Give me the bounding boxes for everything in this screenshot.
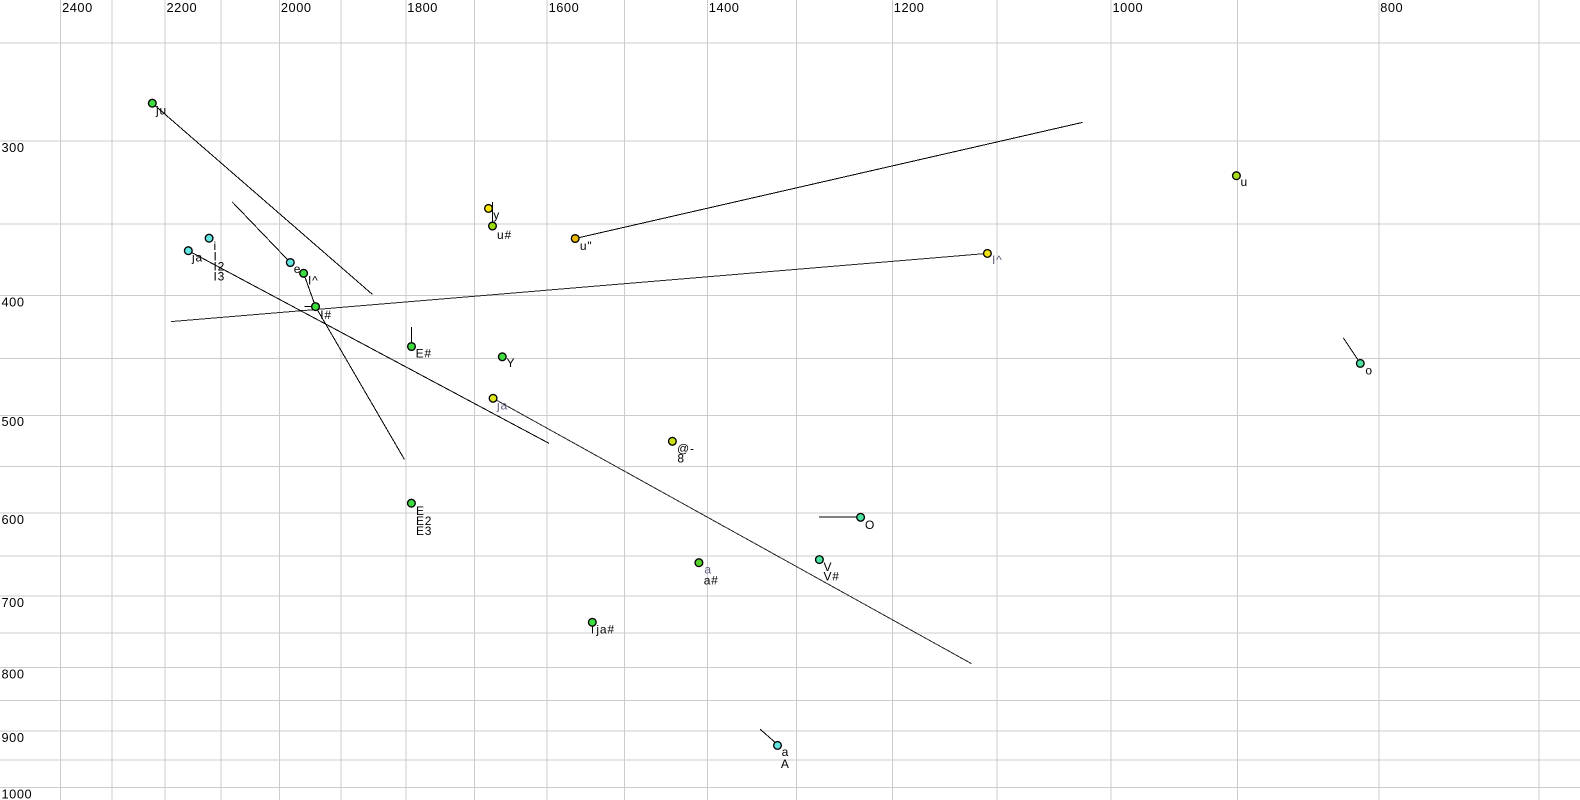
svg-text:u#: u#: [497, 228, 512, 242]
svg-text:E2: E2: [416, 514, 432, 528]
svg-text:A: A: [781, 757, 790, 771]
svg-text:1800: 1800: [407, 0, 438, 15]
svg-text:1600: 1600: [549, 0, 580, 15]
svg-text:ja: ja: [496, 398, 508, 412]
svg-text:2400: 2400: [62, 0, 93, 15]
svg-text:I2: I2: [214, 259, 226, 273]
svg-text:E3: E3: [416, 524, 432, 538]
svg-text:I: I: [214, 249, 218, 263]
svg-text:i: i: [214, 239, 217, 253]
svg-text:I^: I^: [308, 274, 319, 288]
svg-text:a: a: [704, 563, 711, 577]
svg-text:2000: 2000: [281, 0, 312, 15]
svg-text:1000: 1000: [2, 787, 33, 800]
svg-text:1000: 1000: [1113, 0, 1144, 15]
svg-text:V: V: [824, 560, 833, 574]
svg-text:a: a: [782, 745, 789, 759]
svg-text:V#: V#: [824, 570, 840, 584]
svg-text:O: O: [865, 518, 875, 532]
svg-text:E#: E#: [416, 347, 432, 361]
svg-text:u": u": [580, 239, 593, 253]
svg-text:y: y: [493, 208, 500, 222]
svg-text:ja#: ja#: [595, 623, 614, 637]
svg-text:o: o: [1365, 364, 1372, 378]
svg-text:E: E: [416, 504, 425, 518]
svg-text:e: e: [294, 262, 301, 276]
svg-text:I3: I3: [214, 270, 226, 284]
svg-text:400: 400: [2, 294, 25, 309]
svg-text:300: 300: [2, 140, 25, 155]
svg-text:I#: I#: [320, 308, 332, 322]
svg-text:800: 800: [2, 667, 25, 682]
svg-text:1200: 1200: [894, 0, 925, 15]
svg-text:1400: 1400: [709, 0, 740, 15]
svg-text:ju: ju: [155, 103, 167, 117]
svg-text:ja: ja: [191, 251, 203, 265]
svg-text:2200: 2200: [167, 0, 198, 15]
svg-text:I^: I^: [992, 253, 1003, 267]
svg-text:@-: @-: [677, 441, 695, 455]
svg-text:500: 500: [2, 414, 25, 429]
svg-text:8: 8: [677, 451, 684, 465]
svg-text:900: 900: [2, 730, 25, 745]
svg-text:700: 700: [2, 595, 25, 610]
svg-text:600: 600: [2, 512, 25, 527]
svg-text:Y: Y: [507, 356, 516, 370]
svg-text:800: 800: [1380, 0, 1403, 15]
svg-text:u: u: [1241, 175, 1248, 189]
svg-text:a#: a#: [704, 573, 719, 587]
